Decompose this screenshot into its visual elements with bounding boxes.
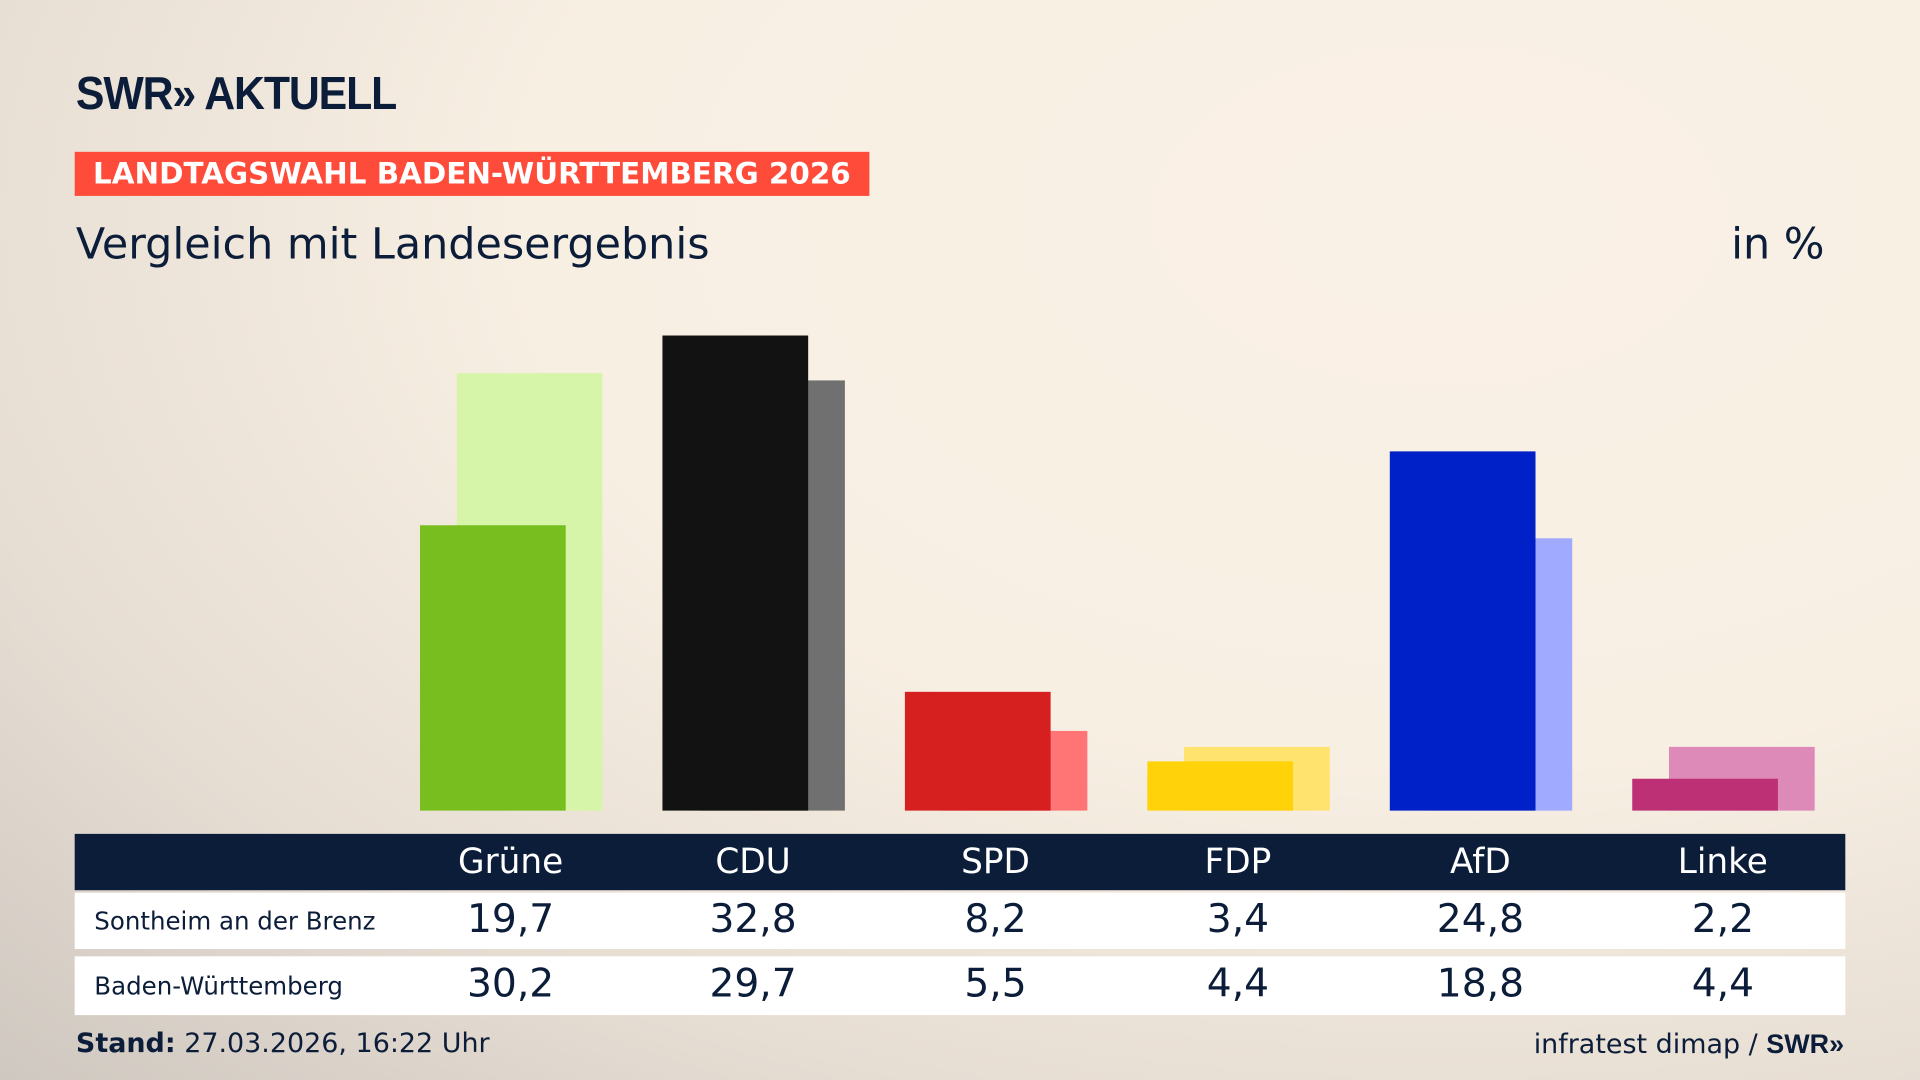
bar-local-0 — [420, 525, 566, 811]
value-cell: 5,5 — [964, 960, 1027, 1007]
chart-subtitle: Vergleich mit Landesergebnis — [75, 220, 710, 270]
value-cell: 24,8 — [1436, 895, 1525, 942]
stand-label: Stand: — [75, 1028, 176, 1060]
value-cell: 4,4 — [1206, 960, 1270, 1007]
party-header: CDU — [715, 841, 791, 882]
bar-local-1 — [662, 335, 809, 811]
swr-logo-small: SWR» — [1766, 1028, 1845, 1060]
table-header: Grüne CDU SPD FDP AfD Linke — [74, 833, 1846, 891]
source-text: infratest dimap / — [1533, 1029, 1767, 1061]
value-cell: 4,4 — [1691, 960, 1755, 1007]
row-label: Baden-Württemberg — [94, 971, 343, 1001]
party-header: SPD — [961, 841, 1030, 882]
party-header: Linke — [1677, 841, 1768, 882]
swr-aktuell-logo: SWR» AKTUELL — [75, 68, 397, 121]
value-cell: 8,2 — [964, 895, 1027, 942]
row-label: Sontheim an der Brenz — [94, 906, 376, 936]
stand-value: 27.03.2026, 16:22 Uhr — [184, 1028, 490, 1060]
bar-local-4 — [1389, 451, 1536, 811]
value-cell: 18,8 — [1436, 960, 1525, 1007]
value-cell: 32,8 — [709, 895, 797, 942]
table-row-local: Sontheim an der Brenz 19,7 32,8 8,2 3,4 24,8… — [74, 892, 1846, 949]
value-cell: 2,2 — [1691, 895, 1755, 942]
bar-local-2 — [904, 691, 1051, 811]
bar-local-3 — [1147, 761, 1294, 811]
table-row-state: Baden-Württemberg 30,2 29,7 5,5 4,4 18,8 4,4 — [74, 956, 1846, 1016]
bar-local-5 — [1632, 778, 1778, 811]
party-header: AfD — [1450, 841, 1511, 882]
value-cell: 19,7 — [466, 895, 555, 942]
source: infratest dimap / SWR» — [1534, 1029, 1844, 1061]
timestamp: Stand: 27.03.2026, 16:22 Uhr — [76, 1029, 490, 1060]
party-header: FDP — [1204, 841, 1272, 882]
value-cell: 3,4 — [1206, 895, 1270, 942]
value-cell: 29,7 — [709, 960, 797, 1007]
party-header: Grüne — [457, 841, 564, 882]
unit-label: in % — [1731, 220, 1825, 270]
election-badge: LANDTAGSWAHL BADEN-WÜRTTEMBERG 2026 — [74, 151, 870, 196]
value-cell: 30,2 — [466, 960, 555, 1007]
